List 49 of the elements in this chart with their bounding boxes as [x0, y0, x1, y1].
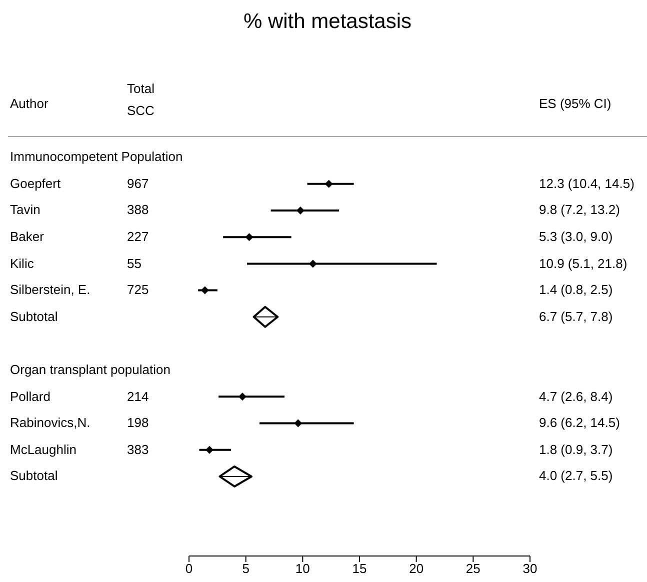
text: Author — [10, 96, 48, 112]
text: 227 — [127, 229, 149, 246]
text: 198 — [127, 415, 149, 432]
y-tick-label: Subtotal — [10, 308, 58, 325]
point — [324, 180, 333, 188]
point — [252, 306, 279, 328]
text: 214 — [127, 388, 149, 405]
chart-title: % with metastasis — [242, 10, 413, 34]
point — [238, 392, 246, 401]
x-tick-label: 20 — [409, 561, 424, 576]
text: 725 — [127, 282, 149, 298]
text: 4.0 (2.7, 5.5) — [539, 468, 613, 484]
y-tick-label: Organ transplant population — [10, 362, 170, 378]
y-tick-label: Silberstein, E. — [10, 282, 90, 298]
text: 10.9 (5.1, 21.8) — [539, 256, 628, 272]
y-tick-label: Immunocompetent Population — [10, 149, 183, 166]
text: 967 — [127, 176, 149, 192]
text: 6.7 (5.7, 7.8) — [539, 308, 613, 325]
x-tick-label: 30 — [522, 561, 538, 576]
x-tick-label: 10 — [295, 561, 310, 576]
x-tick-label: 0 — [185, 561, 193, 576]
text: 383 — [127, 442, 149, 458]
text: Total SCC — [127, 80, 156, 120]
text: 9.6 (6.2, 14.5) — [539, 415, 620, 432]
text: 9.8 (7.2, 13.2) — [539, 202, 620, 218]
point — [308, 260, 317, 268]
point — [294, 419, 302, 428]
text: 12.3 (10.4, 14.5) — [539, 176, 634, 192]
point — [205, 446, 214, 454]
y-tick-label: Tavin — [10, 202, 40, 218]
text: 1.4 (0.8, 2.5) — [539, 282, 613, 298]
text: 388 — [127, 202, 149, 218]
y-tick-label: Subtotal — [10, 468, 58, 484]
point — [200, 286, 209, 294]
x-tick-label: 5 — [242, 561, 250, 576]
y-tick-label: Goepfert — [10, 176, 61, 192]
text: 5.3 (3.0, 9.0) — [539, 229, 613, 246]
x-tick-label: 25 — [466, 561, 480, 576]
y-tick-label: Baker — [10, 229, 44, 246]
text: 1.8 (0.9, 3.7) — [539, 442, 613, 458]
text: ES (95% CI) — [539, 96, 612, 112]
y-tick-label: Kilic — [10, 256, 34, 272]
y-tick-label: McLaughlin — [10, 442, 76, 458]
point — [245, 233, 254, 242]
text: 4.7 (2.6, 8.4) — [539, 388, 613, 405]
y-tick-label: Rabinovics,N. — [10, 415, 90, 432]
x-tick-label: 15 — [352, 561, 367, 576]
text: 55 — [127, 256, 142, 272]
y-tick-label: Pollard — [10, 388, 50, 405]
